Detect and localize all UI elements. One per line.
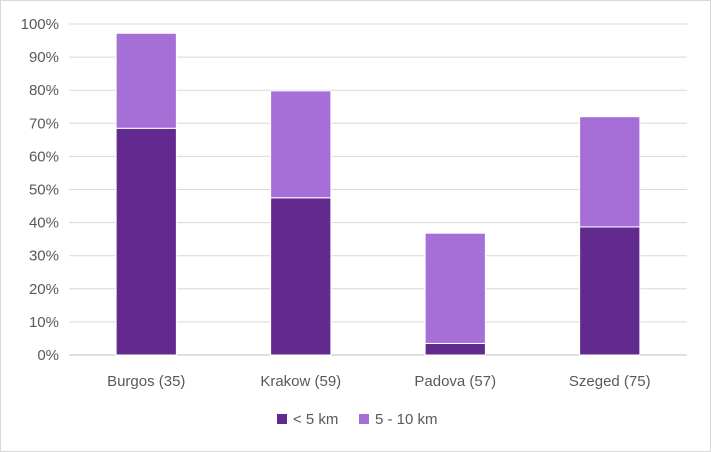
x-axis: Burgos (35) Krakow (59) Padova (57) Szeged … [107, 373, 651, 390]
x-tick-label: Szeged (75) [569, 373, 651, 390]
bar-segment-series-0 [579, 226, 641, 356]
y-tick-label: 0% [37, 347, 59, 364]
bar-segment-series-1 [270, 90, 332, 199]
legend-label-series-0: < 5 km [293, 411, 338, 428]
y-tick-label: 50% [29, 182, 59, 199]
y-tick-label: 40% [29, 215, 59, 232]
legend-label-series-1: 5 - 10 km [375, 411, 438, 428]
y-tick-label: 10% [29, 314, 59, 331]
legend-swatch-series-0 [277, 414, 287, 424]
bar-segment-series-0 [424, 342, 486, 356]
y-tick-label: 60% [29, 148, 59, 165]
y-tick-label: 80% [29, 82, 59, 99]
y-tick-label: 20% [29, 281, 59, 298]
x-tick-label: Padova (57) [414, 373, 496, 390]
y-tick-label: 100% [21, 16, 59, 33]
bar-segment-series-1 [424, 232, 486, 344]
bar-segment-series-1 [579, 116, 641, 228]
legend-swatch-series-1 [359, 414, 369, 424]
legend: < 5 km 5 - 10 km [277, 411, 438, 428]
bars [115, 32, 641, 356]
y-tick-label: 90% [29, 49, 59, 66]
y-tick-label: 30% [29, 248, 59, 265]
y-axis: 0% 10% 20% 30% 40% 50% 60% 70% 80% 90% 100% [21, 16, 59, 364]
x-tick-label: Krakow (59) [260, 373, 341, 390]
bar-segment-series-0 [270, 197, 332, 356]
x-tick-label: Burgos (35) [107, 373, 185, 390]
bar-segment-series-1 [115, 32, 177, 129]
y-tick-label: 70% [29, 115, 59, 132]
bar-segment-series-0 [115, 127, 177, 356]
